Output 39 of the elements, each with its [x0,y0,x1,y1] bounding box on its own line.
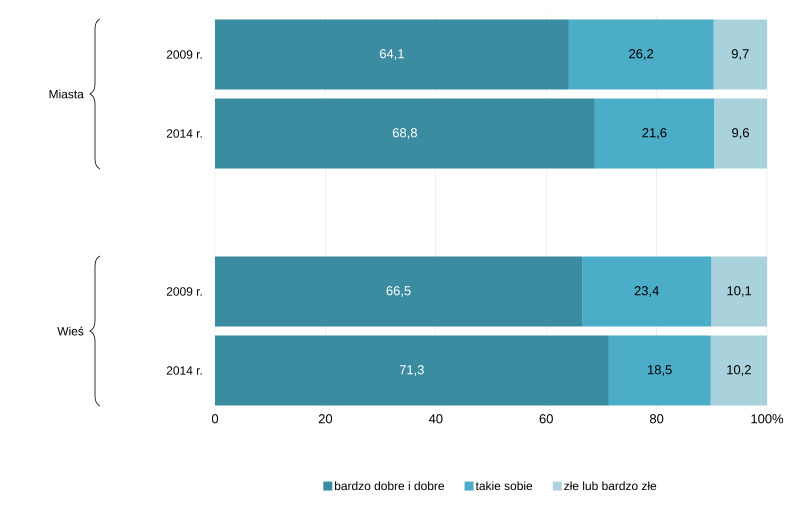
bar [608,336,711,406]
data-label: 18,5 [648,365,672,376]
x-tick-label: 60 [540,414,553,424]
data-label: 9,7 [732,49,749,60]
bar [215,336,609,406]
data-label: 64,1 [380,49,404,60]
y-tick-label: 2009 r. [166,50,202,59]
bar [711,256,768,327]
text: Miasta [50,90,84,98]
data-label: 71,3 [400,365,424,376]
data-label: 21,6 [642,128,666,139]
y-tick-label: 2009 r. [166,287,202,296]
bar [710,336,768,406]
x-tick-label: 0 [212,414,218,424]
data-label: 9,6 [732,128,749,139]
bar [713,20,768,90]
legend-label: bardzo dobre i dobre [335,481,444,490]
data-label: 68,8 [392,128,417,139]
data-label: 23,4 [634,286,659,297]
bar [714,98,768,169]
y-tick-label: 2014 r. [166,129,202,138]
data-label: 26,2 [629,49,654,60]
bar [582,256,712,327]
x-tick-label: 40 [428,414,443,424]
bar [215,256,582,327]
legend-label: takie sobie [476,481,532,490]
bar [215,98,595,169]
data-label: 66,5 [386,286,411,297]
data-label: 10,1 [728,286,752,297]
x-tick-label: 100% [751,414,784,424]
x-tick-label: 80 [650,414,664,424]
x-tick-label: 20 [318,414,332,424]
legend-label: złe lub bardzo złe [564,481,656,490]
data-label: 10,2 [727,365,751,376]
bar [568,20,714,90]
bar [215,20,569,90]
y-tick-label: 2014 r. [166,366,202,375]
text: Wieś [57,326,84,336]
bar [594,98,714,169]
